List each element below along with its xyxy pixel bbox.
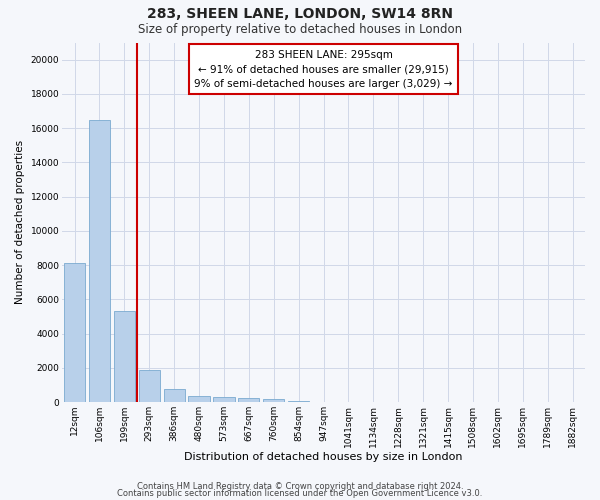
Text: 283 SHEEN LANE: 295sqm
← 91% of detached houses are smaller (29,915)
9% of semi-: 283 SHEEN LANE: 295sqm ← 91% of detached…	[194, 50, 453, 90]
Bar	[288, 400, 309, 402]
Bar	[238, 398, 259, 402]
Bar	[214, 398, 235, 402]
Text: Contains HM Land Registry data © Crown copyright and database right 2024.: Contains HM Land Registry data © Crown c…	[137, 482, 463, 491]
Y-axis label: Number of detached properties: Number of detached properties	[15, 140, 25, 304]
Bar	[139, 370, 160, 402]
Text: Size of property relative to detached houses in London: Size of property relative to detached ho…	[138, 22, 462, 36]
Bar	[164, 389, 185, 402]
Bar	[188, 396, 209, 402]
Text: 283, SHEEN LANE, LONDON, SW14 8RN: 283, SHEEN LANE, LONDON, SW14 8RN	[147, 8, 453, 22]
Bar	[89, 120, 110, 402]
Bar	[64, 264, 85, 402]
X-axis label: Distribution of detached houses by size in London: Distribution of detached houses by size …	[184, 452, 463, 462]
Bar	[263, 399, 284, 402]
Bar	[114, 312, 135, 402]
Text: Contains public sector information licensed under the Open Government Licence v3: Contains public sector information licen…	[118, 490, 482, 498]
